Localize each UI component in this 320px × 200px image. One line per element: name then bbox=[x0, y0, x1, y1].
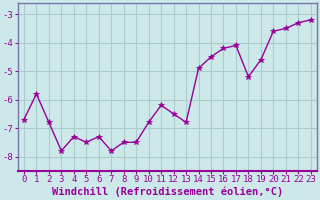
X-axis label: Windchill (Refroidissement éolien,°C): Windchill (Refroidissement éolien,°C) bbox=[52, 187, 283, 197]
